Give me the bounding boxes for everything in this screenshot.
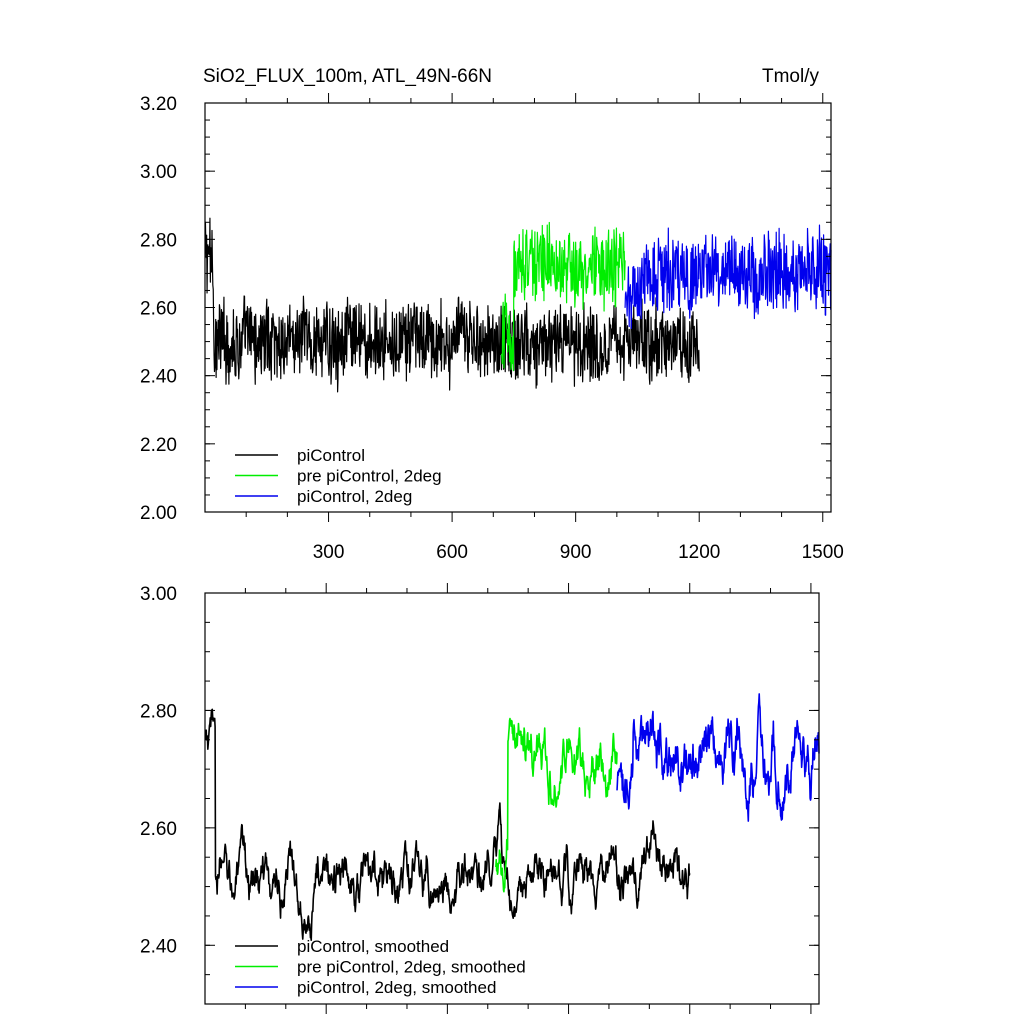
series-line-picontrol-2deg [624, 224, 832, 329]
y-tick-label: 2.80 [140, 230, 177, 251]
legend-label: piControl, 2deg [297, 487, 412, 506]
legend-label: piControl [297, 446, 365, 465]
y-tick-label: 2.00 [140, 503, 177, 524]
series-line-picontrol-2deg-smoothed [616, 693, 820, 822]
legend-label: pre piControl, 2deg, smoothed [297, 958, 526, 977]
y-tick-label: 2.40 [140, 367, 177, 388]
x-tick-label: 900 [560, 542, 592, 563]
series-line-pre-picontrol-2deg [500, 221, 626, 372]
y-tick-label: 3.20 [140, 94, 177, 115]
y-tick-label: 3.00 [140, 584, 177, 605]
legend-label: pre piControl, 2deg [297, 467, 442, 486]
legend-label: piControl, smoothed [297, 937, 449, 956]
legend-label: piControl, 2deg, smoothed [297, 978, 496, 997]
y-tick-label: 2.60 [140, 299, 177, 320]
x-tick-label: 1500 [802, 542, 844, 563]
series-line-pre-picontrol-2deg-smoothed [495, 717, 618, 893]
y-tick-label: 3.00 [140, 162, 177, 183]
y-tick-label: 2.40 [140, 936, 177, 957]
x-tick-label: 600 [436, 542, 468, 563]
x-tick-label: 300 [313, 542, 345, 563]
y-tick-label: 2.80 [140, 701, 177, 722]
top-chart-units: Tmol/y [762, 66, 820, 87]
bottom-legend: piControl, smoothed pre piControl, 2deg, … [235, 937, 526, 997]
y-tick-label: 2.20 [140, 435, 177, 456]
series-line-picontrol-smoothed [204, 708, 691, 942]
series-line-picontrol [204, 217, 700, 393]
x-tick-label: 1200 [678, 542, 720, 563]
bottom-panel: 2.40 2.60 2.80 3.00 piControl, smoothed pre … [140, 583, 820, 1014]
top-chart-title: SiO2_FLUX_100m, ATL_49N-66N [203, 66, 492, 87]
y-tick-label: 2.60 [140, 819, 177, 840]
top-panel: SiO2_FLUX_100m, ATL_49N-66N Tmol/y 2.00 2… [140, 66, 844, 563]
